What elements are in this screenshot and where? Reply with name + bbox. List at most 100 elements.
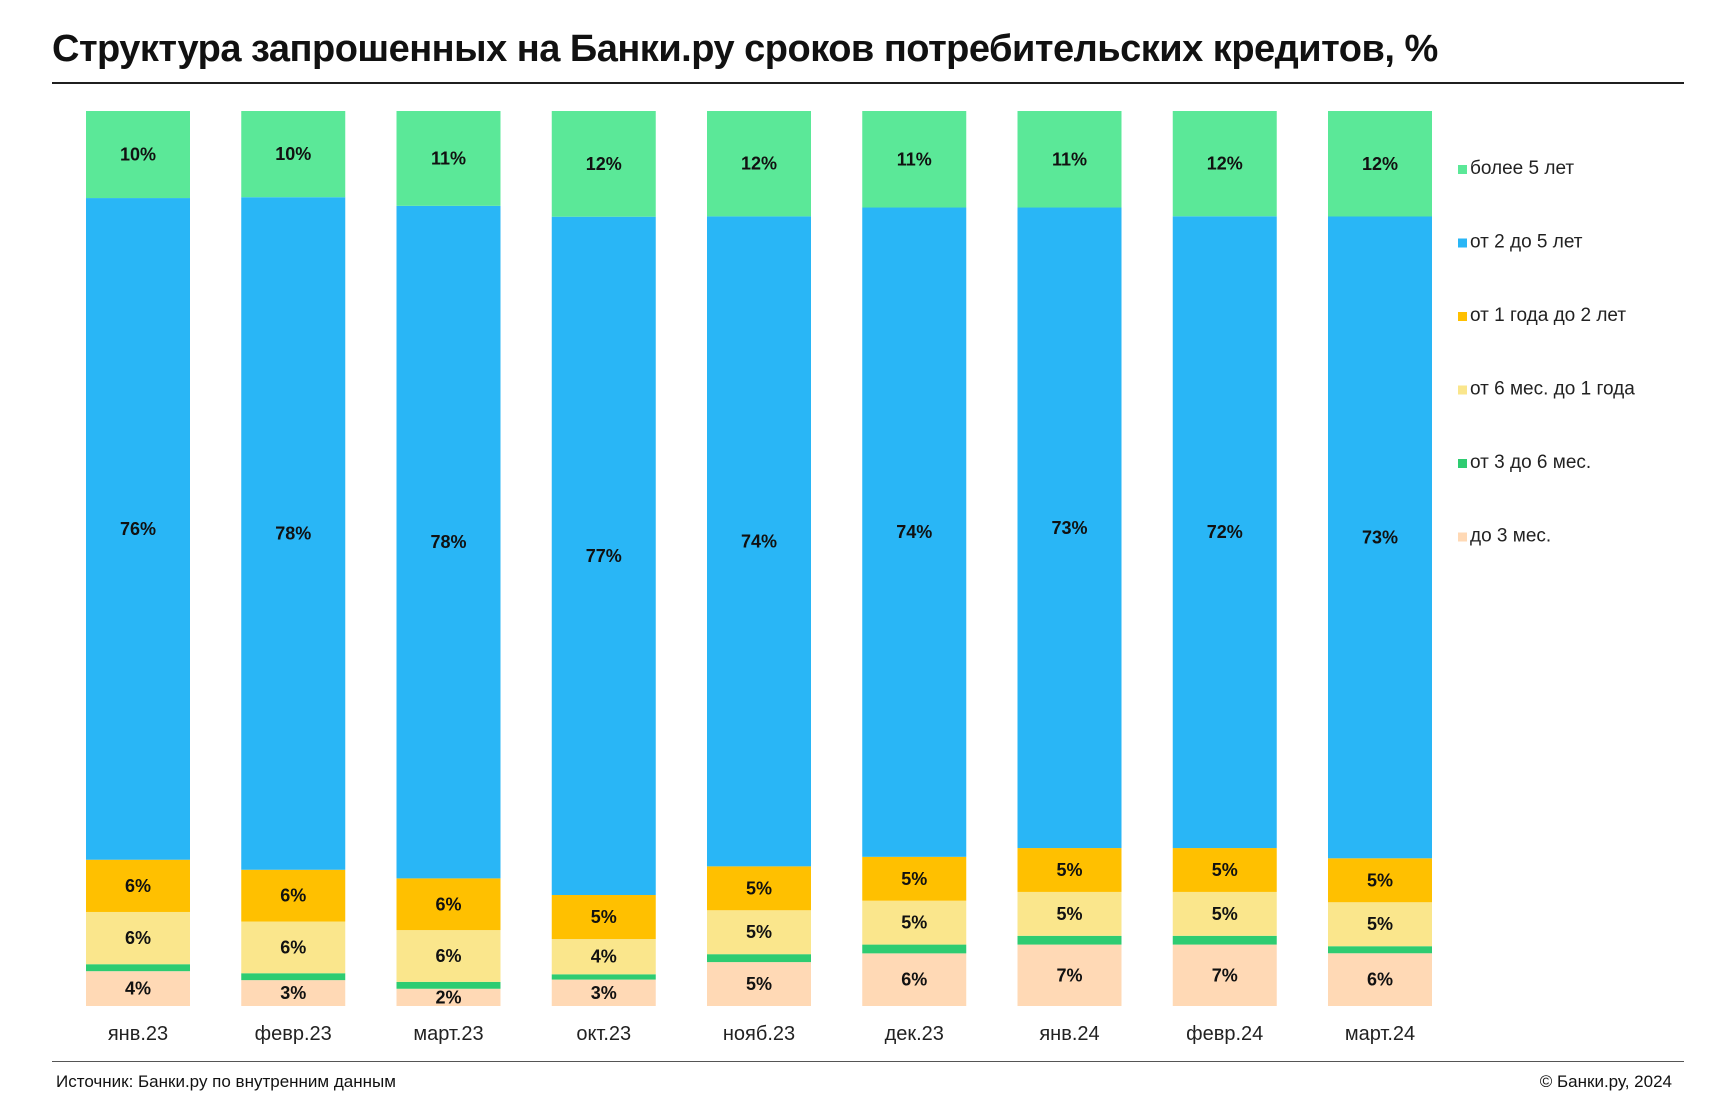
bar-segment-8-5 — [1172, 216, 1277, 849]
segment-label: 5% — [1212, 904, 1238, 924]
segment-label: 7% — [1056, 965, 1082, 985]
segment-label: 6% — [435, 894, 461, 914]
bar-segment-8-6 — [1172, 111, 1277, 217]
bar-segment-3-5 — [396, 205, 501, 879]
bar-segment-5-6 — [707, 111, 811, 217]
bar-segment-1-2 — [86, 964, 190, 972]
bar-segment-9-5 — [1328, 216, 1432, 859]
segment-label: 6% — [280, 886, 306, 906]
category-label: февр.24 — [1186, 1023, 1263, 1045]
legend-item-label: до 3 мес. — [1470, 526, 1551, 547]
bar-segment-1-1 — [86, 971, 190, 1006]
segment-label: 6% — [1367, 970, 1393, 990]
bar-segment-4-5 — [551, 216, 656, 896]
bar-segment-2-2 — [241, 973, 346, 981]
bar-segment-7-2 — [1017, 935, 1122, 945]
bar-5: 5% 5% 5% 74% 12% — [707, 111, 811, 1006]
category-label: янв.23 — [108, 1023, 168, 1045]
bar-segment-7-3 — [1017, 891, 1122, 936]
bar-segment-4-4 — [551, 895, 656, 940]
bar-segment-8-3 — [1172, 891, 1277, 936]
segment-label: 12% — [1207, 154, 1243, 174]
segment-label: 5% — [1056, 860, 1082, 880]
title-divider — [52, 82, 1684, 84]
segment-label: 6% — [901, 970, 927, 990]
legend-swatch — [1458, 385, 1467, 395]
bar-segment-9-6 — [1328, 111, 1432, 217]
legend-item-label: от 2 до 5 лет — [1470, 232, 1583, 253]
source-note: Источник: Банки.ру по внутренним данным — [56, 1072, 396, 1091]
bar-segment-9-3 — [1328, 902, 1432, 947]
segment-label: 6% — [125, 876, 151, 896]
segment-label: 78% — [430, 532, 466, 552]
legend-swatch — [1458, 238, 1467, 248]
segment-label: 12% — [741, 154, 777, 174]
segment-label: 78% — [275, 523, 311, 543]
bar-7: 7% 5% 5% 73% 11% — [1017, 111, 1122, 1006]
bar-segment-1-6 — [86, 111, 190, 199]
segment-label: 10% — [120, 145, 156, 165]
segment-label: 4% — [125, 979, 151, 999]
segment-label: 5% — [901, 869, 927, 889]
chart-title: Структура запрошенных на Банки.ру сроков… — [52, 28, 1438, 70]
bar-segment-3-2 — [396, 981, 501, 989]
segment-label: 4% — [591, 947, 617, 967]
bar-segment-8-1 — [1172, 944, 1277, 1006]
bar-segment-6-1 — [862, 953, 967, 1006]
segment-label: 74% — [896, 522, 932, 542]
segment-label: 5% — [1212, 860, 1238, 880]
category-label: окт.23 — [576, 1023, 631, 1045]
segment-label: 72% — [1207, 522, 1243, 542]
segment-label: 6% — [125, 928, 151, 948]
segment-label: 12% — [586, 154, 622, 174]
legend: более 5 лет от 2 до 5 лет от 1 года до 2 л… — [1458, 158, 1635, 547]
category-label: февр.23 — [255, 1023, 332, 1045]
category-label: март.23 — [413, 1023, 483, 1045]
legend-swatch — [1458, 532, 1467, 542]
category-label: дек.23 — [885, 1023, 944, 1045]
legend-swatch — [1458, 165, 1467, 174]
segment-label: 5% — [1367, 870, 1393, 890]
bar-segment-4-1 — [551, 979, 656, 1006]
segment-label: 73% — [1362, 527, 1398, 547]
bar-1: 4% 6% 6% 76% 10% — [86, 111, 190, 1006]
bar-segment-4-2 — [551, 974, 656, 980]
bar-segment-7-1 — [1017, 944, 1122, 1006]
bar-segment-2-3 — [241, 921, 346, 974]
segment-label: 3% — [591, 983, 617, 1003]
bar-segment-6-3 — [862, 900, 967, 945]
category-label: янв.24 — [1039, 1023, 1099, 1045]
segment-label: 6% — [280, 937, 306, 957]
bar-segment-3-6 — [396, 111, 501, 206]
segment-label: 11% — [431, 148, 466, 168]
bar-segment-8-2 — [1172, 935, 1277, 945]
bar-segment-1-5 — [86, 198, 190, 860]
segment-label: 73% — [1051, 518, 1087, 538]
segment-label: 5% — [746, 878, 772, 898]
bar-2: 3% 6% 6% 78% 10% — [241, 111, 346, 1006]
bar-segment-7-4 — [1017, 848, 1122, 892]
bar-segment-9-2 — [1328, 946, 1432, 954]
bar-segment-7-6 — [1017, 111, 1122, 208]
bar-segment-6-5 — [862, 207, 967, 857]
bar-segment-2-6 — [241, 111, 346, 198]
segment-label: 76% — [120, 519, 156, 539]
segment-label: 11% — [1052, 149, 1087, 169]
segment-label: 12% — [1362, 154, 1398, 174]
bar-segment-5-5 — [707, 216, 811, 867]
bar-3: 2% 6% 6% 78% 11% — [396, 111, 501, 1007]
legend-item-label: от 6 мес. до 1 года — [1470, 379, 1635, 400]
segment-label: 77% — [586, 546, 622, 566]
segment-label: 5% — [746, 922, 772, 942]
bar-segment-9-4 — [1328, 858, 1432, 903]
footer-divider — [52, 1061, 1684, 1062]
category-label: нояб.23 — [723, 1023, 795, 1045]
bar-segment-5-1 — [707, 962, 811, 1006]
bar-segment-5-2 — [707, 954, 811, 963]
bar-segment-7-5 — [1017, 207, 1122, 849]
segment-label: 2% — [435, 987, 461, 1007]
segment-label: 5% — [1056, 904, 1082, 924]
segment-label: 7% — [1212, 965, 1238, 985]
bar-segment-3-1 — [396, 988, 501, 1006]
bar-segment-4-6 — [551, 111, 656, 217]
